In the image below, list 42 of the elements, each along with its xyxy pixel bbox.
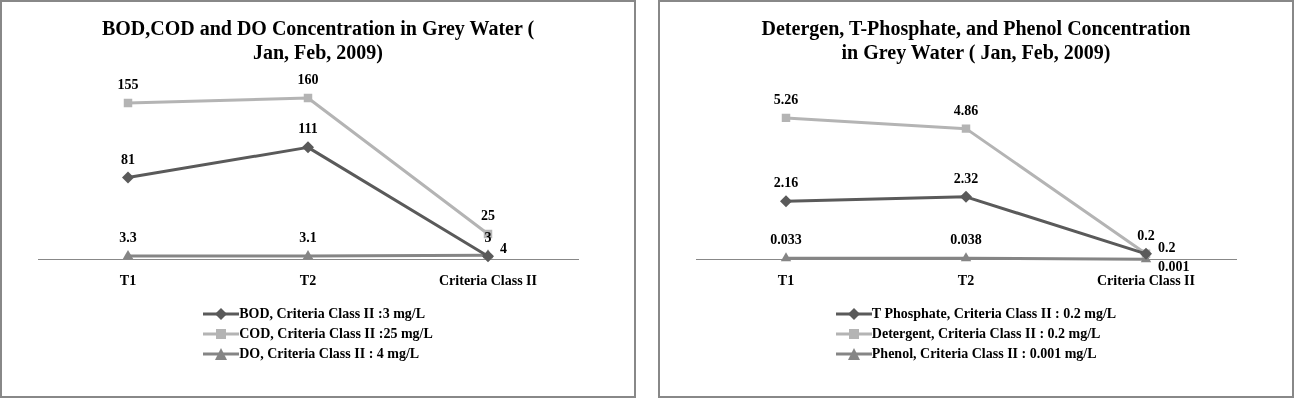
data-label: 0.033 <box>770 232 802 248</box>
data-label: 3 <box>484 230 492 246</box>
x-tick-label: T1 <box>119 273 137 289</box>
data-label: 155 <box>117 77 139 93</box>
x-tick-label: T2 <box>957 273 975 289</box>
point <box>302 141 314 154</box>
point <box>302 250 314 260</box>
x-tick-label: Criteria Class II <box>439 273 537 289</box>
legend-label: Phenol, Criteria Class II : 0.001 mg/L <box>871 346 1097 362</box>
x-tick-label: T2 <box>299 273 317 289</box>
data-label: 81 <box>121 151 135 167</box>
x-tick-label: Criteria Class II <box>1097 273 1195 289</box>
data-label: 160 <box>297 72 319 87</box>
point <box>780 195 792 208</box>
chart-title: Detergen, T-Phosphate, and Phenol Concentration in Grey Water ( Jan, Feb, 2009) <box>760 16 1192 64</box>
legend-label: DO, Criteria Class II : 4 mg/L <box>239 346 420 362</box>
legend-label: Detergent, Criteria Class II : 0.2 mg/L <box>871 326 1101 342</box>
data-label: 3.3 <box>119 229 137 245</box>
data-label: 111 <box>298 121 318 137</box>
data-label: 2.32 <box>953 170 979 186</box>
data-label: 4 <box>500 241 507 257</box>
data-label: 4.86 <box>953 102 979 118</box>
data-label: 0.2 <box>1158 239 1176 255</box>
point <box>482 250 494 263</box>
point <box>122 249 134 259</box>
data-label: 0.001 <box>1158 259 1190 275</box>
legend-label: T Phosphate, Criteria Class II : 0.2 mg/L <box>871 306 1117 322</box>
point <box>960 252 972 262</box>
data-label: 2.16 <box>773 175 799 191</box>
data-label: 5.26 <box>773 91 799 107</box>
data-label: 25 <box>481 208 495 224</box>
data-label: 0.2 <box>1137 227 1155 243</box>
x-tick-label: T1 <box>777 273 795 289</box>
point <box>960 190 972 203</box>
data-label: 0.038 <box>950 232 982 248</box>
legend-label: COD, Criteria Class II :25 mg/L <box>239 326 433 342</box>
legend-label: BOD, Criteria Class II :3 mg/L <box>239 306 426 322</box>
point <box>780 252 792 262</box>
data-label: 3.1 <box>299 230 317 246</box>
point <box>961 124 971 133</box>
point <box>122 171 134 184</box>
chart-title: BOD,COD and DO Concentration in Grey Water ( Jan, Feb, 2009) <box>100 16 536 64</box>
